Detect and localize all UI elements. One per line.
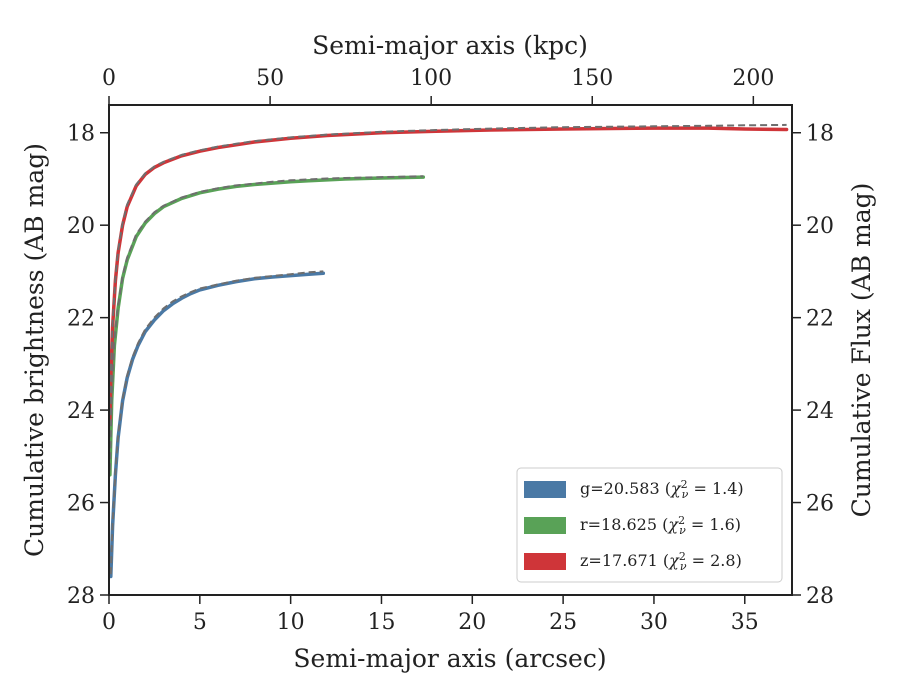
x-tick-label: 35 xyxy=(731,610,759,635)
y-tick-label: 22 xyxy=(67,307,95,332)
legend-label: r=18.625 (χ2 ν = 1.6) xyxy=(580,514,741,537)
legend-label-part: g=20.583 ( xyxy=(580,479,671,498)
legend-label: z=17.671 (χ2 ν = 2.8) xyxy=(580,550,742,573)
x-tick-label: 10 xyxy=(277,610,305,635)
legend-label-part: χ xyxy=(670,479,682,498)
legend-label-part: χ xyxy=(667,515,679,534)
top-x-tick-label: 200 xyxy=(732,66,774,91)
x-tick-label: 25 xyxy=(549,610,577,635)
legend-swatch xyxy=(524,517,566,534)
legend-label-part: 2 xyxy=(679,550,686,563)
top-x-tick-label: 100 xyxy=(410,66,452,91)
y-tick-label: 28 xyxy=(67,584,95,609)
x-tick-label: 30 xyxy=(640,610,668,635)
legend-swatch xyxy=(524,481,566,498)
y-tick-label: 26 xyxy=(67,492,95,517)
model-dashed-line-1 xyxy=(109,175,424,471)
x-axis-title: Semi-major axis (arcsec) xyxy=(293,644,606,673)
legend-label-part: ν xyxy=(682,488,689,501)
top-x-tick-label: 50 xyxy=(256,66,284,91)
legend-label-part: r=18.625 ( xyxy=(580,515,668,534)
legend: g=20.583 (χ2 ν = 1.4)r=18.625 (χ2 ν = 1.6)… xyxy=(516,467,783,583)
series-line-0 xyxy=(109,271,326,579)
right-y-tick-label: 26 xyxy=(806,492,834,517)
legend-label-part: ν xyxy=(680,560,687,573)
model-dashed-line-2 xyxy=(109,123,787,415)
x-tick-label: 0 xyxy=(102,610,116,635)
right-y-tick-label: 22 xyxy=(806,307,834,332)
x-tick-label: 5 xyxy=(193,610,207,635)
top-x-axis: 0 50 100 150 200 xyxy=(102,66,774,105)
plot-frame xyxy=(108,104,793,596)
right-y-tick-label: 24 xyxy=(806,399,834,424)
legend-label-part: ν xyxy=(679,524,686,537)
legend-label-part: = 2.8) xyxy=(687,551,742,570)
legend-box xyxy=(516,467,783,583)
model-dashed-line-0 xyxy=(109,270,324,575)
legend-label-part: = 1.6) xyxy=(686,515,741,534)
top-x-axis-title: Semi-major axis (kpc) xyxy=(312,31,588,60)
legend-label-part: = 1.4) xyxy=(688,479,743,498)
y-tick-label: 18 xyxy=(67,122,95,147)
right-y-tick-label: 18 xyxy=(806,122,834,147)
x-tick-label: 20 xyxy=(458,610,486,635)
legend-swatch xyxy=(524,553,566,570)
top-x-tick-label: 0 xyxy=(102,66,116,91)
x-tick-label: 15 xyxy=(367,610,395,635)
series-line-1 xyxy=(109,175,426,477)
curves-layer xyxy=(109,123,789,579)
legend-label-part: 2 xyxy=(678,514,685,527)
legend-entries: g=20.583 (χ2 ν = 1.4)r=18.625 (χ2 ν = 1.6)… xyxy=(524,478,744,573)
legend-label: g=20.583 (χ2 ν = 1.4) xyxy=(580,478,744,501)
left-y-axis: 18 20 22 24 26 28 xyxy=(67,122,109,609)
legend-label-part: z=17.671 ( xyxy=(580,551,669,570)
series-line-2 xyxy=(109,126,789,422)
y-tick-label: 20 xyxy=(67,214,95,239)
y-axis-title: Cumulative brightness (AB mag) xyxy=(20,143,49,557)
y-tick-label: 24 xyxy=(67,399,95,424)
right-y-tick-label: 20 xyxy=(806,214,834,239)
right-y-axis: 18 20 22 24 26 28 xyxy=(792,122,834,609)
top-x-tick-label: 150 xyxy=(571,66,613,91)
right-y-tick-label: 28 xyxy=(806,584,834,609)
legend-label-part: χ xyxy=(668,551,680,570)
legend-label-part: 2 xyxy=(681,478,688,491)
right-y-axis-title: Cumulative Flux (AB mag) xyxy=(847,183,876,518)
bottom-x-axis: 0 5 10 15 20 25 30 35 xyxy=(102,595,759,635)
